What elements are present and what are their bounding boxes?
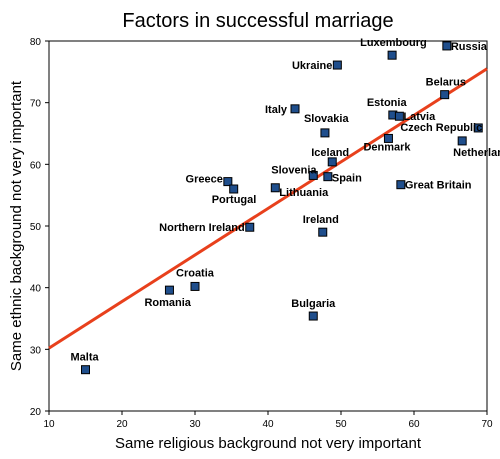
marker-croatia <box>190 281 200 291</box>
label-belarus: Belarus <box>426 77 466 89</box>
marker-northern-ireland <box>245 222 255 232</box>
label-croatia: Croatia <box>176 267 215 279</box>
label-malta: Malta <box>71 352 100 364</box>
marker-netherlands <box>457 136 467 146</box>
label-denmark: Denmark <box>363 141 411 153</box>
label-luxembourg: Luxembourg <box>360 37 427 49</box>
y-tick-label: 40 <box>30 284 42 295</box>
y-tick-label: 50 <box>30 222 42 233</box>
x-tick-label: 50 <box>335 419 347 430</box>
x-tick-label: 30 <box>189 419 201 430</box>
label-ireland: Ireland <box>303 214 339 226</box>
marker-slovakia <box>320 128 330 138</box>
label-netherlands: Netherlands <box>453 147 500 159</box>
label-spain: Spain <box>332 173 362 185</box>
label-italy: Italy <box>265 104 288 116</box>
y-tick-label: 20 <box>30 407 42 418</box>
y-tick-label: 60 <box>30 160 42 171</box>
trendline <box>48 67 488 350</box>
marker-ireland <box>318 227 328 237</box>
label-russia: Russia <box>451 41 488 53</box>
marker-iceland <box>327 157 337 167</box>
marker-great-britain <box>396 180 406 190</box>
marker-italy <box>290 104 300 114</box>
x-tick-label: 60 <box>408 419 420 430</box>
marker-denmark <box>383 133 393 143</box>
label-estonia: Estonia <box>367 97 408 109</box>
marker-lithuania <box>270 183 280 193</box>
data-points: Malta Romania Croatia Northern Ireland Greec… <box>71 37 500 375</box>
x-axis-label: Same religious background not very impor… <box>115 435 422 452</box>
marker-malta <box>81 365 90 375</box>
label-great-britain: Great Britain <box>405 180 472 192</box>
x-tick-label: 20 <box>116 419 128 430</box>
label-northern-ireland: Northern Ireland <box>159 222 245 234</box>
label-bulgaria: Bulgaria <box>291 298 336 310</box>
x-tick-label: 10 <box>43 419 55 430</box>
marker-slovenia <box>308 170 318 180</box>
marker-czech-republic <box>473 123 483 133</box>
marker-russia <box>442 41 452 51</box>
chart-title: Factors in successful marriage <box>122 10 393 32</box>
label-greece: Greece <box>186 174 223 186</box>
marker-luxembourg <box>387 50 397 60</box>
y-tick-label: 80 <box>30 37 42 48</box>
x-tick-label: 40 <box>262 419 274 430</box>
plot-frame <box>48 40 488 412</box>
y-tick-label: 30 <box>30 345 42 356</box>
label-czech-republic: Czech Republic <box>400 122 482 134</box>
marker-romania <box>164 285 174 295</box>
label-latvia: Latvia <box>403 111 436 123</box>
marker-spain <box>323 172 333 182</box>
marker-greece <box>223 177 233 187</box>
x-tick-label: 70 <box>481 419 493 430</box>
label-slovenia: Slovenia <box>271 164 317 176</box>
marker-portugal <box>229 184 239 194</box>
label-portugal: Portugal <box>212 194 257 206</box>
y-axis-label: Same ethnic background not very importan… <box>8 80 25 371</box>
marker-ukraine <box>332 60 342 70</box>
marker-latvia <box>394 111 404 121</box>
label-iceland: Iceland <box>311 147 349 159</box>
label-ukraine: Ukraine <box>292 60 332 72</box>
marker-bulgaria <box>308 311 318 321</box>
label-romania: Romania <box>144 297 191 309</box>
label-lithuania: Lithuania <box>279 187 329 199</box>
marker-belarus <box>440 90 450 100</box>
y-tick-label: 70 <box>30 99 42 110</box>
label-slovakia: Slovakia <box>304 113 350 125</box>
